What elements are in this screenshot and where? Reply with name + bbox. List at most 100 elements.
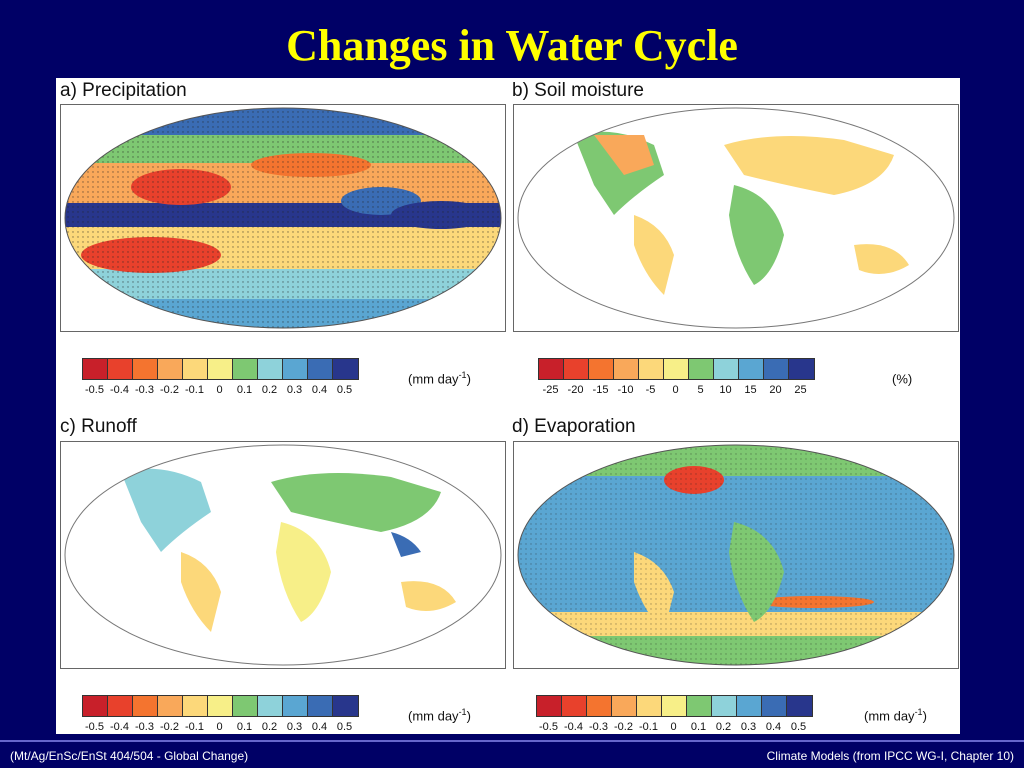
colorbar-tick-label: -0.1 bbox=[185, 384, 204, 396]
colorbar-tick-label: -0.5 bbox=[85, 384, 104, 396]
colorbar-cell bbox=[108, 696, 133, 716]
colorbar-cell bbox=[308, 696, 333, 716]
panel-a-unit: (mm day-1) bbox=[408, 370, 471, 387]
panel-d-ticks: -0.5 -0.4 -0.3 -0.2 -0.1 0 0.1 0.2 0.3 0.4 0.5 bbox=[536, 717, 811, 733]
colorbar-cell bbox=[689, 359, 714, 379]
soil-moisture-map-graphic bbox=[517, 107, 955, 329]
colorbar-tick-label: -0.1 bbox=[639, 721, 658, 733]
colorbar-cell bbox=[737, 696, 762, 716]
colorbar-tick-label: 0.3 bbox=[286, 384, 303, 396]
colorbar-tick-label: 0.2 bbox=[715, 721, 732, 733]
colorbar-cell bbox=[258, 696, 283, 716]
colorbar-cell bbox=[208, 359, 233, 379]
colorbar-tick-label: 15 bbox=[744, 384, 757, 396]
colorbar-cell bbox=[612, 696, 637, 716]
colorbar-tick-label: -25 bbox=[542, 384, 559, 396]
panel-c-legend: -0.5 -0.4 -0.3 -0.2 -0.1 0 0.1 0.2 0.3 0.4 0.5 bbox=[82, 695, 359, 733]
colorbar-cell bbox=[233, 696, 258, 716]
colorbar-tick-label: -0.5 bbox=[85, 721, 104, 733]
colorbar-cell bbox=[637, 696, 662, 716]
panel-b-ticks: -25 -20 -15 -10 -5 0 5 10 15 20 25 bbox=[538, 380, 813, 396]
panel-c-unit: (mm day-1) bbox=[408, 707, 471, 724]
colorbar-cell bbox=[762, 696, 787, 716]
colorbar-cell bbox=[662, 696, 687, 716]
colorbar-tick-label: 0.3 bbox=[740, 721, 757, 733]
colorbar-cell bbox=[562, 696, 587, 716]
colorbar-cell bbox=[537, 696, 562, 716]
colorbar-cell bbox=[158, 359, 183, 379]
colorbar-tick-label: 0.1 bbox=[690, 721, 707, 733]
colorbar-cell bbox=[664, 359, 689, 379]
panel-a-colorbar bbox=[82, 358, 359, 380]
colorbar-cell bbox=[283, 696, 308, 716]
panel-d-label: d) Evaporation bbox=[512, 416, 636, 437]
colorbar-tick-label: -0.2 bbox=[614, 721, 633, 733]
colorbar-cell bbox=[83, 696, 108, 716]
panel-c-label: c) Runoff bbox=[60, 416, 137, 437]
colorbar-tick-label: 0.2 bbox=[261, 721, 278, 733]
panel-a-map bbox=[60, 104, 506, 332]
panel-b-legend: -25 -20 -15 -10 -5 0 5 10 15 20 25 bbox=[538, 358, 815, 396]
colorbar-cell bbox=[764, 359, 789, 379]
colorbar-tick-label: 20 bbox=[769, 384, 782, 396]
colorbar-cell bbox=[283, 359, 308, 379]
panel-c-colorbar bbox=[82, 695, 359, 717]
colorbar-tick-label: -0.3 bbox=[135, 721, 154, 733]
colorbar-cell bbox=[564, 359, 589, 379]
panel-c-map bbox=[60, 441, 506, 669]
colorbar-tick-label: 0.4 bbox=[765, 721, 782, 733]
panel-b-label: b) Soil moisture bbox=[512, 80, 644, 101]
runoff-map-graphic bbox=[64, 444, 502, 666]
panel-c-ticks: -0.5 -0.4 -0.3 -0.2 -0.1 0 0.1 0.2 0.3 0.4 0.5 bbox=[82, 717, 357, 733]
panel-d-unit: (mm day-1) bbox=[864, 707, 927, 724]
footer-source: Climate Models (from IPCC WG-I, Chapter … bbox=[766, 749, 1014, 763]
colorbar-cell bbox=[639, 359, 664, 379]
colorbar-cell bbox=[712, 696, 737, 716]
colorbar-cell bbox=[258, 359, 283, 379]
colorbar-tick-label: -5 bbox=[645, 384, 656, 396]
colorbar-tick-label: 0 bbox=[672, 384, 679, 396]
colorbar-tick-label: -0.1 bbox=[185, 721, 204, 733]
colorbar-tick-label: -0.4 bbox=[564, 721, 583, 733]
colorbar-tick-label: 10 bbox=[719, 384, 732, 396]
colorbar-tick-label: 25 bbox=[794, 384, 807, 396]
colorbar-cell bbox=[333, 359, 358, 379]
colorbar-cell bbox=[714, 359, 739, 379]
panel-a-legend: -0.5 -0.4 -0.3 -0.2 -0.1 0 0.1 0.2 0.3 0.4 0.5 bbox=[82, 358, 359, 396]
colorbar-tick-label: 0 bbox=[216, 384, 223, 396]
colorbar-tick-label: 0.2 bbox=[261, 384, 278, 396]
colorbar-cell bbox=[308, 359, 333, 379]
colorbar-tick-label: -0.5 bbox=[539, 721, 558, 733]
colorbar-cell bbox=[108, 359, 133, 379]
colorbar-cell bbox=[208, 696, 233, 716]
colorbar-cell bbox=[589, 359, 614, 379]
panel-d-legend: -0.5 -0.4 -0.3 -0.2 -0.1 0 0.1 0.2 0.3 0.4 0.5 bbox=[536, 695, 813, 733]
colorbar-tick-label: 0.1 bbox=[236, 721, 253, 733]
colorbar-cell bbox=[739, 359, 764, 379]
colorbar-tick-label: 0.5 bbox=[790, 721, 807, 733]
figure-area: a) Precipitation bbox=[56, 78, 960, 734]
colorbar-tick-label: -0.3 bbox=[589, 721, 608, 733]
panel-a-label: a) Precipitation bbox=[60, 80, 187, 101]
footer-divider bbox=[0, 740, 1024, 742]
panel-d-colorbar bbox=[536, 695, 813, 717]
panel-b-colorbar bbox=[538, 358, 815, 380]
colorbar-tick-label: 0 bbox=[216, 721, 223, 733]
colorbar-tick-label: 0.5 bbox=[336, 721, 353, 733]
panel-b-map bbox=[513, 104, 959, 332]
colorbar-cell bbox=[183, 359, 208, 379]
panel-a-ticks: -0.5 -0.4 -0.3 -0.2 -0.1 0 0.1 0.2 0.3 0.4 0.5 bbox=[82, 380, 357, 396]
colorbar-tick-label: -15 bbox=[592, 384, 609, 396]
colorbar-tick-label: -0.2 bbox=[160, 721, 179, 733]
evaporation-map-graphic bbox=[517, 444, 955, 666]
colorbar-tick-label: -0.3 bbox=[135, 384, 154, 396]
colorbar-tick-label: -0.4 bbox=[110, 384, 129, 396]
colorbar-cell bbox=[158, 696, 183, 716]
colorbar-cell bbox=[614, 359, 639, 379]
colorbar-tick-label: 0.1 bbox=[236, 384, 253, 396]
colorbar-cell bbox=[133, 359, 158, 379]
colorbar-cell bbox=[183, 696, 208, 716]
colorbar-tick-label: -0.2 bbox=[160, 384, 179, 396]
colorbar-cell bbox=[333, 696, 358, 716]
colorbar-cell bbox=[787, 696, 812, 716]
